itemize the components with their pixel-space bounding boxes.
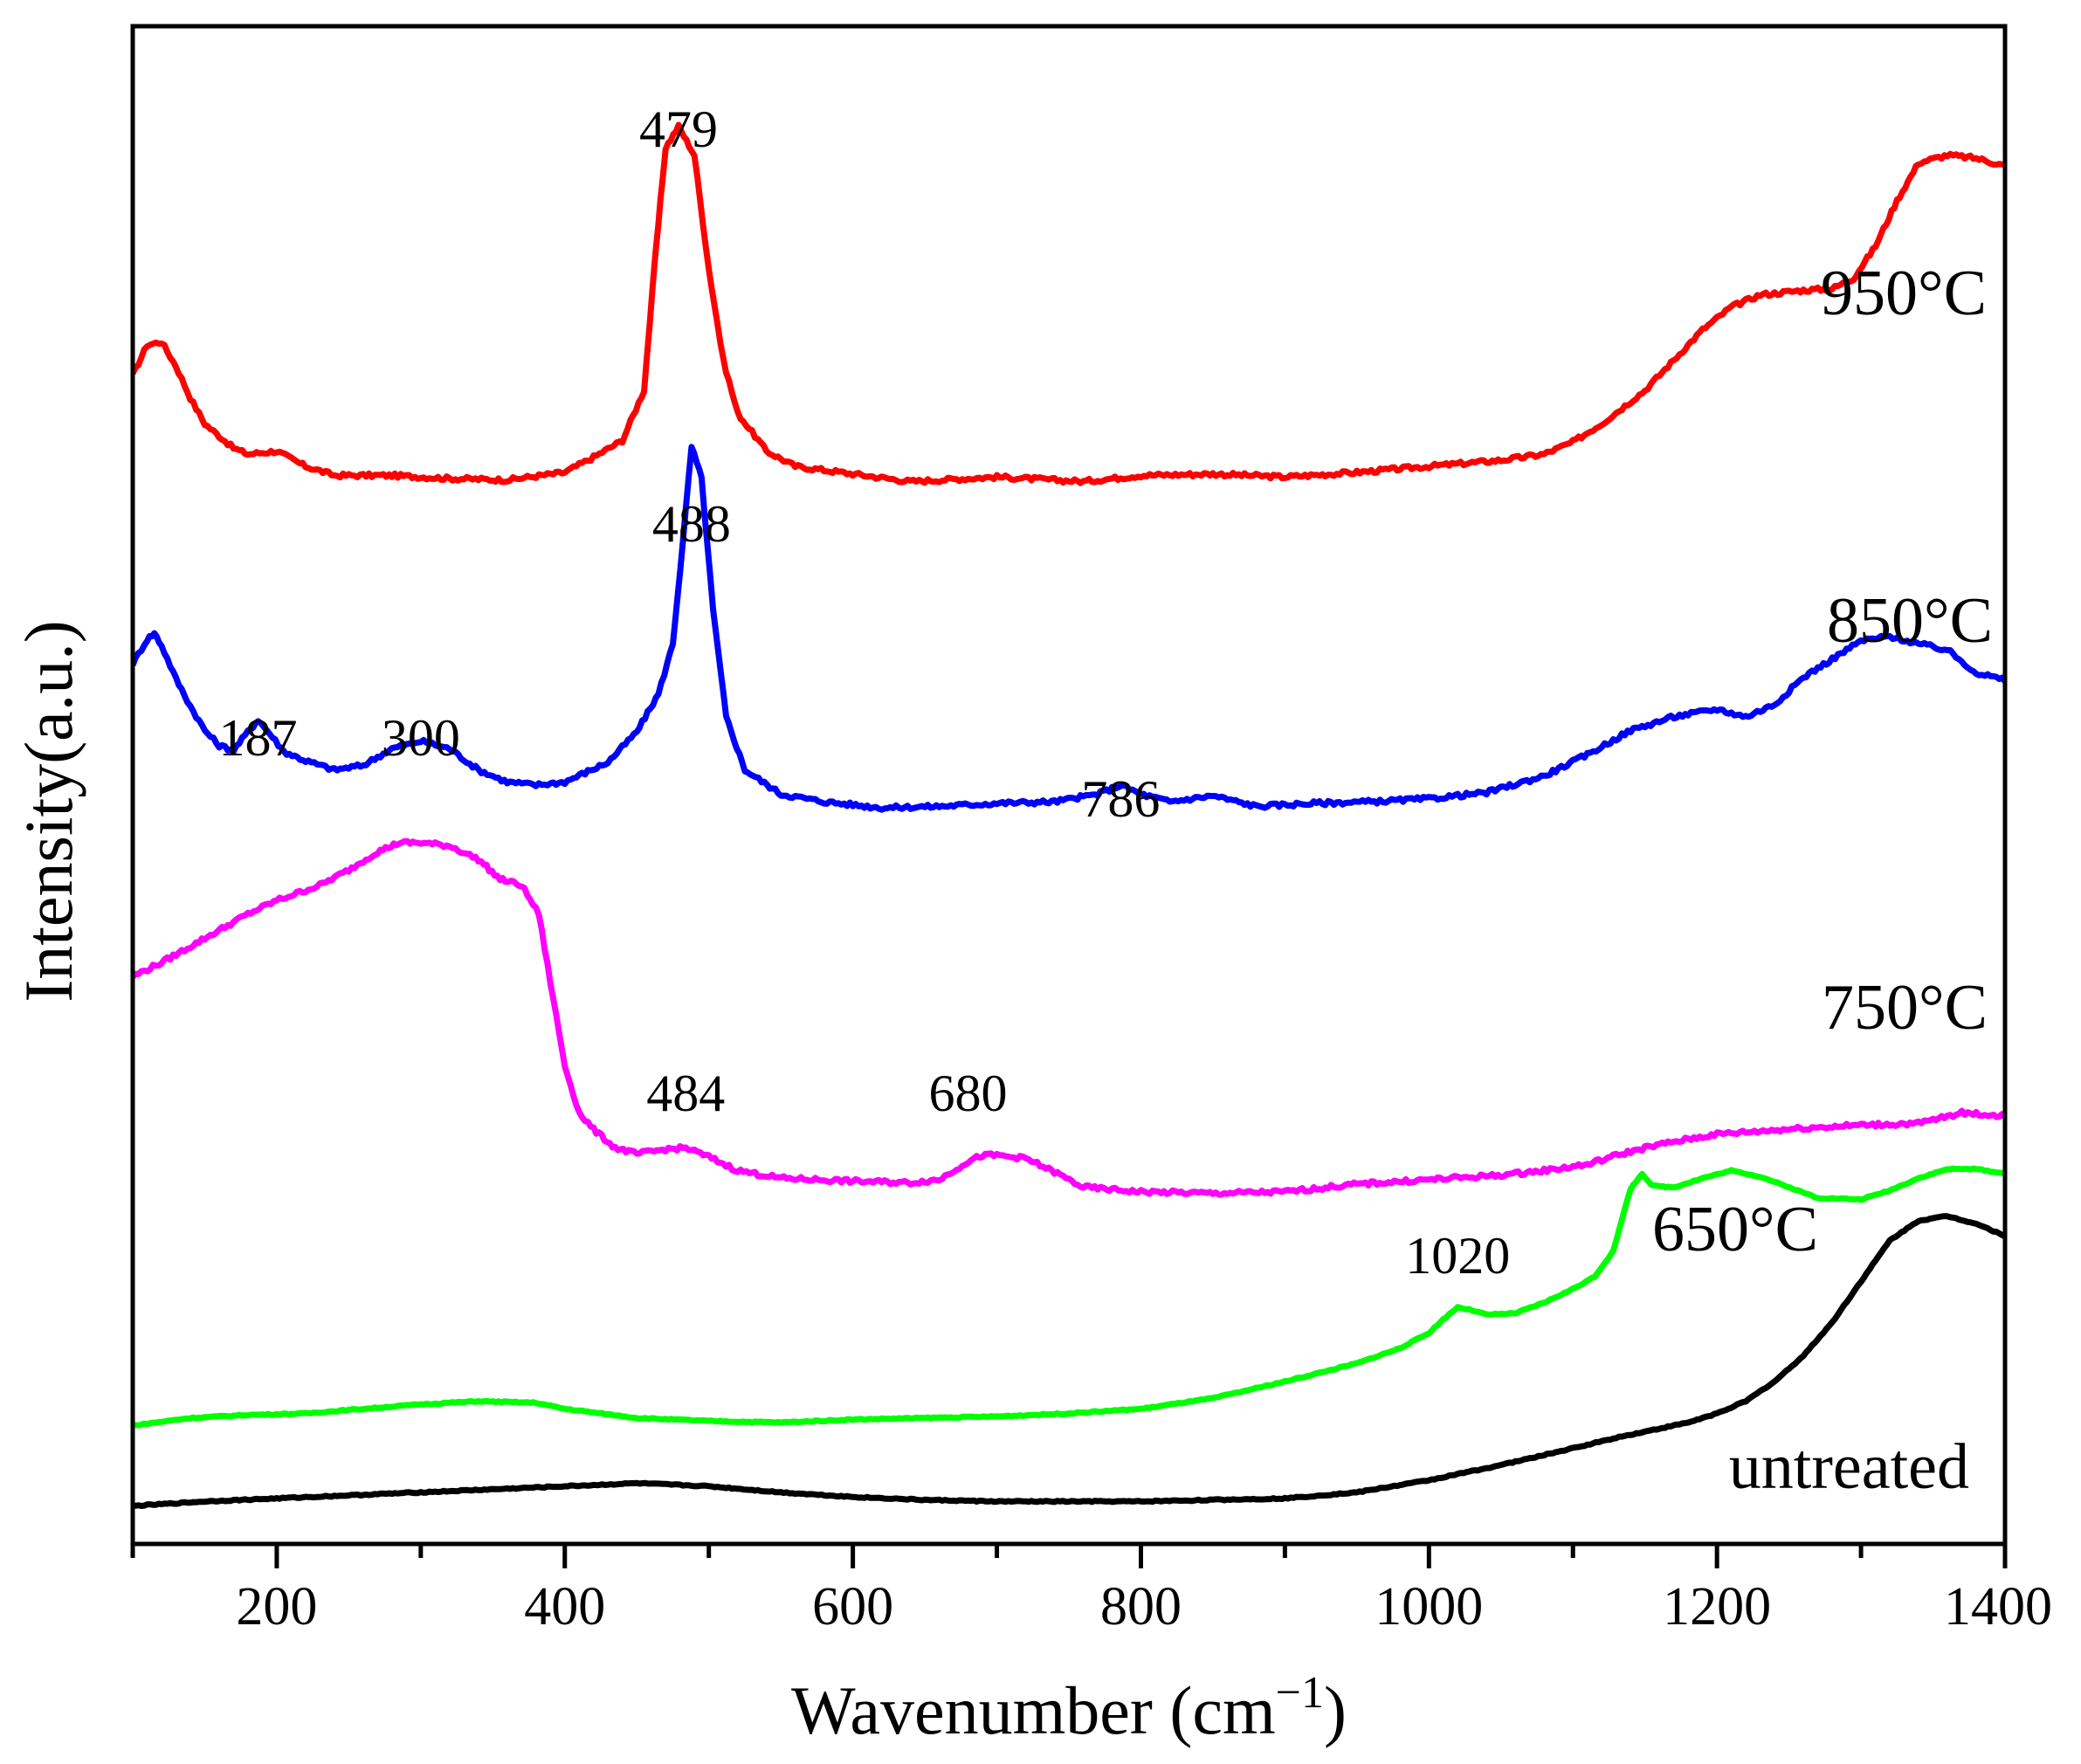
x-axis: 200 400 600 800 1000 1200 1400 [130,1544,2052,1637]
x-tick-label: 1000 [1375,1577,1483,1637]
series-label-650c: 650°C [1652,1194,1818,1265]
peak-label-300: 300 [382,709,460,767]
series-label-850c: 850°C [1827,585,1993,657]
series-line-850c [133,444,2005,813]
series-line-650c [133,1165,2005,1429]
peak-label-484: 484 [646,1065,725,1122]
peak-annotations: 479 488 187 300 786 484 680 1020 [218,100,1510,1285]
x-tick-label: 800 [1100,1577,1182,1637]
series-line-950c [133,121,2005,486]
plot-frame [130,24,2008,1547]
plot-area [133,121,2005,1509]
peak-label-187: 187 [218,709,297,767]
x-tick-label: 1200 [1663,1577,1771,1637]
peak-label-488: 488 [652,495,731,553]
y-axis-title: Intensity(a.u.) [10,620,86,1003]
x-tick-label: 1400 [1944,1577,2052,1637]
peak-label-786: 786 [1081,770,1160,828]
x-tick-label: 600 [812,1577,893,1637]
peak-label-1020: 1020 [1405,1227,1510,1285]
series-label-750c: 750°C [1822,972,1988,1044]
peak-label-680: 680 [929,1065,1008,1122]
x-axis-title-main: Wavenumber (cm [791,1672,1276,1748]
series-label-untreated: untreated [1729,1431,1969,1503]
series-line-750c [133,837,2005,1198]
x-axis-title: Wavenumber (cm−1) [791,1668,1347,1748]
x-axis-title-close: ) [1324,1672,1347,1748]
peak-label-479: 479 [639,100,718,158]
x-tick-label: 400 [524,1577,605,1637]
x-tick-label: 200 [236,1577,317,1637]
series-line-untreated [133,1213,2005,1509]
series-labels: 950°C 850°C 750°C 650°C untreated [1652,258,1993,1503]
series-label-950c: 950°C [1821,258,1987,329]
x-axis-title-superscript: −1 [1276,1668,1324,1718]
